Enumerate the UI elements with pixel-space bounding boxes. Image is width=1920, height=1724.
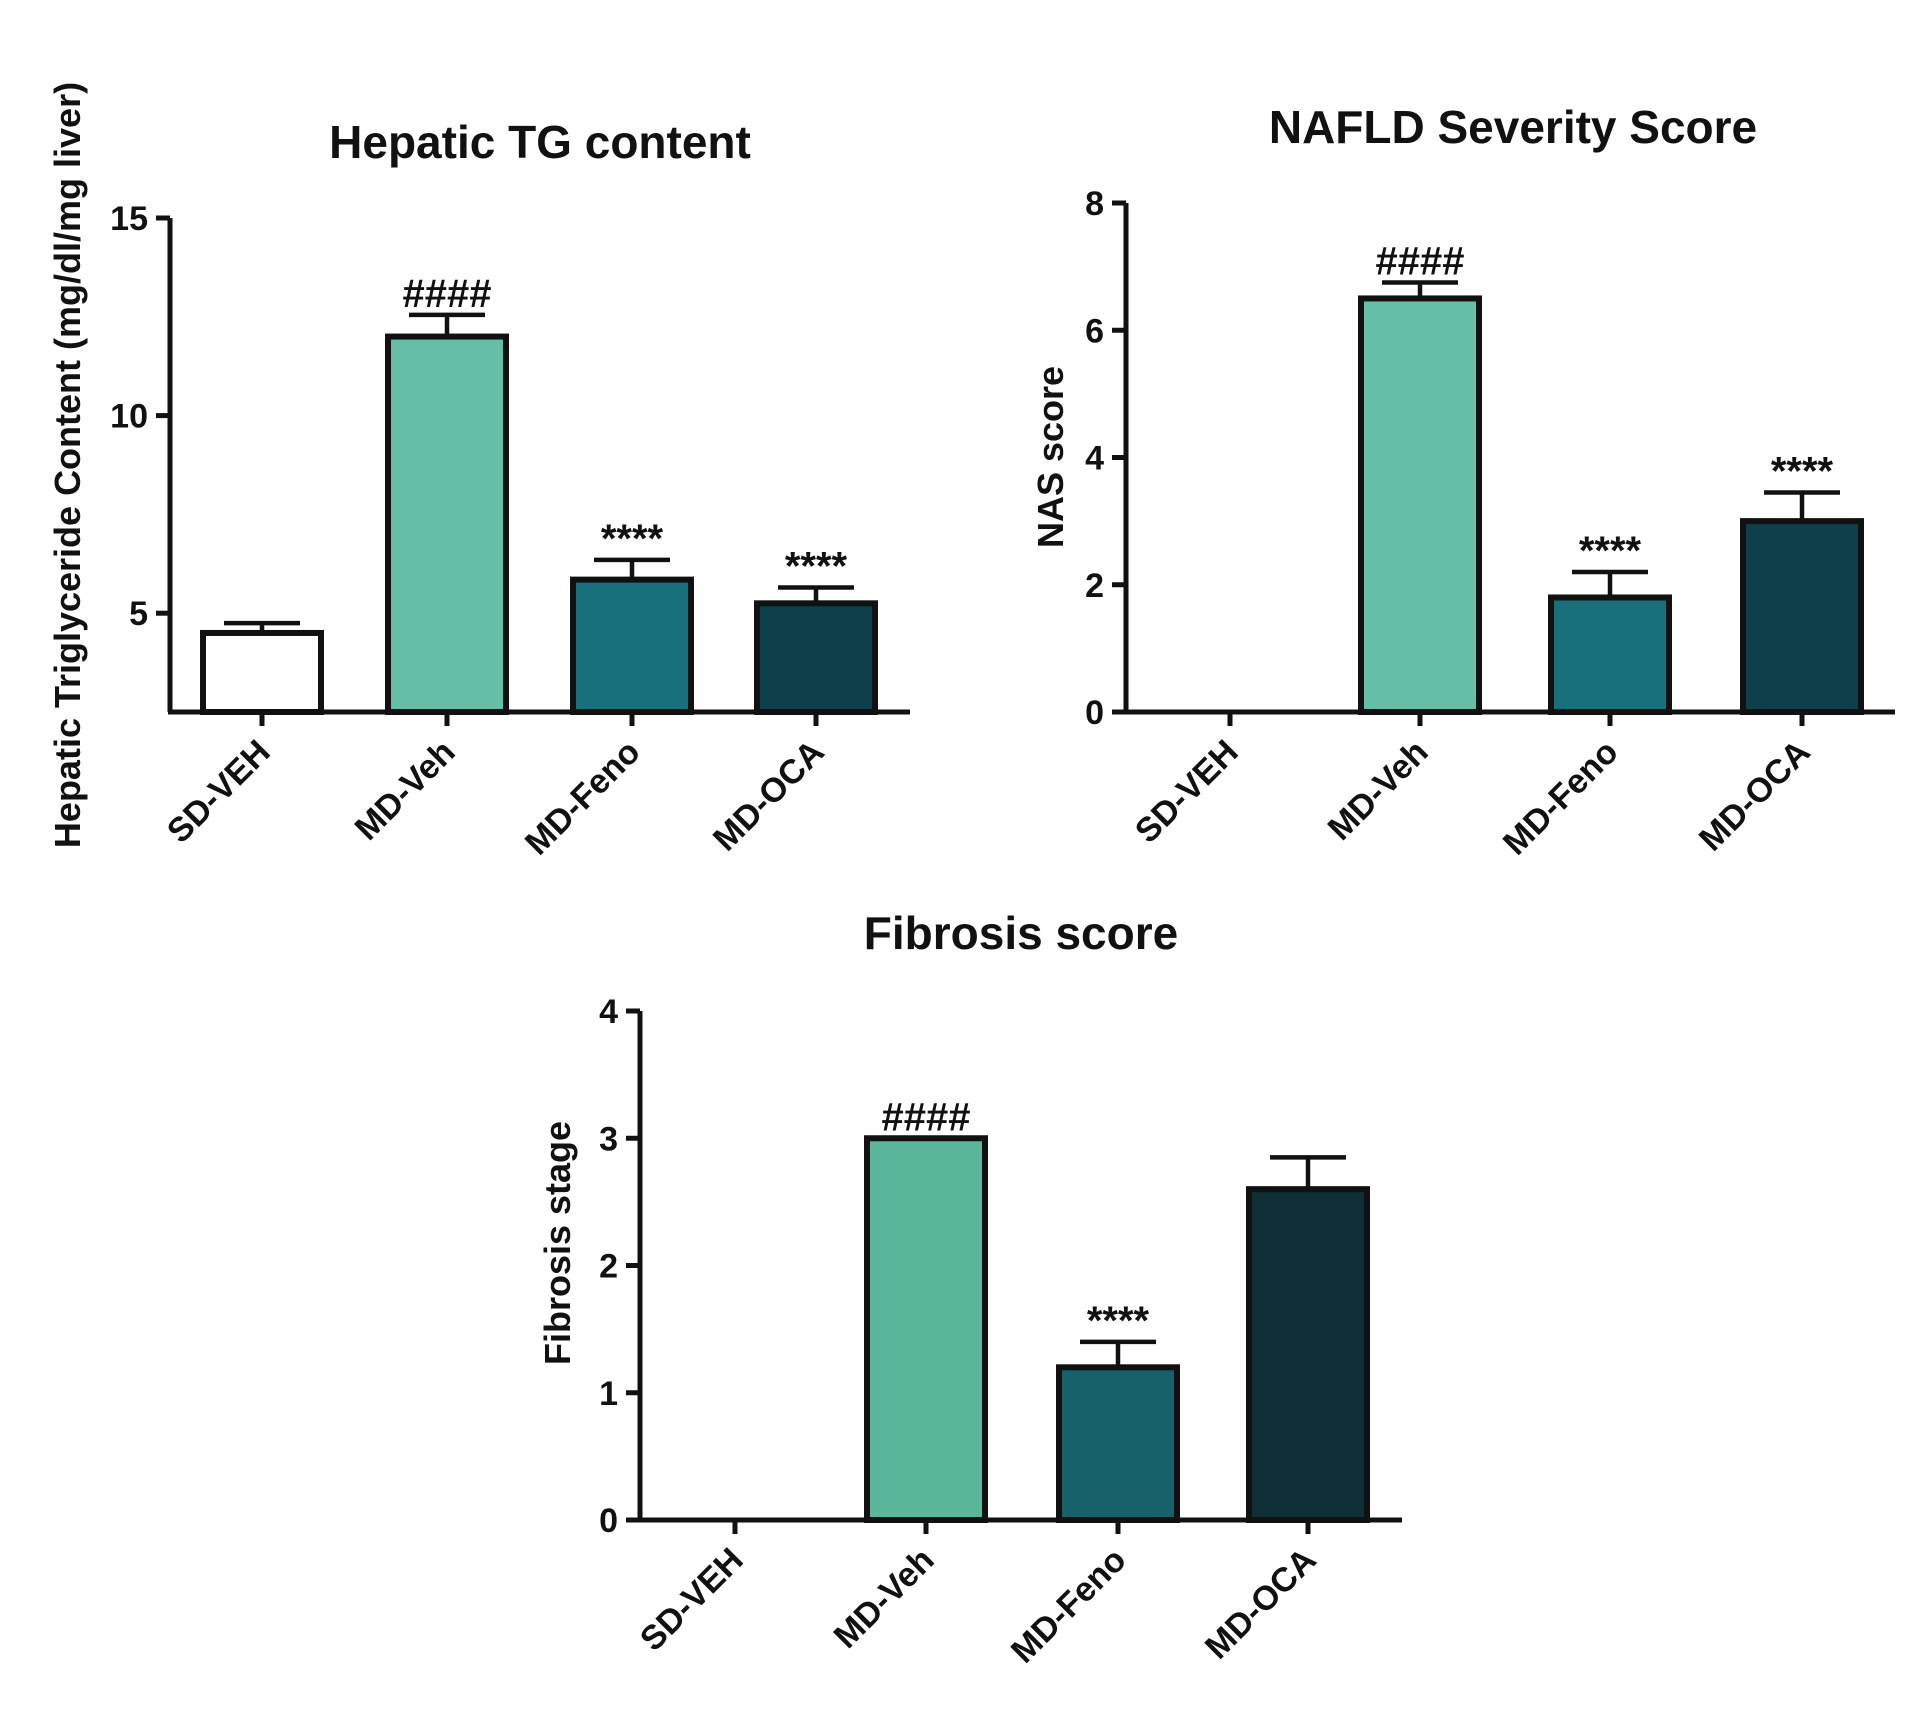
y-axis-label: NAS score: [1030, 366, 1071, 548]
x-tick-label: SD-VEH: [1128, 733, 1246, 851]
y-tick-label: 10: [110, 398, 148, 436]
bar: [1056, 1364, 1180, 1524]
x-tick-label: MD-Feno: [1496, 733, 1626, 863]
y-tick-label: 6: [1085, 312, 1104, 350]
bar: [200, 629, 324, 716]
significance-label: ****: [601, 517, 664, 561]
y-axis-label: Hepatic Triglyceride Content (mg/dl/mg l…: [47, 82, 88, 848]
chart-hepatic-tg: Hepatic TG content Hepatic Triglyceride …: [47, 82, 910, 863]
y-tick-label: 3: [599, 1120, 618, 1158]
chart-nafld-severity: NAFLD Severity Score NAS score 0 2 4 6 8 SD-V…: [1030, 101, 1895, 862]
chart-fibrosis: Fibrosis score Fibrosis stage 0 1 2 3 4 SD-VE…: [537, 907, 1402, 1670]
x-tick-label: SD-VEH: [633, 1541, 751, 1659]
significance-label: ****: [1087, 1299, 1150, 1343]
y-tick-label: 4: [599, 993, 618, 1031]
x-tick-label: MD-Feno: [518, 733, 648, 863]
x-tick-label: MD-Feno: [1004, 1541, 1134, 1671]
x-tick-label: MD-Veh: [827, 1541, 942, 1656]
significance-label: ####: [403, 272, 492, 316]
chart-title: Fibrosis score: [864, 907, 1178, 959]
x-tick-label: MD-Veh: [1321, 733, 1436, 848]
bar: [864, 1135, 988, 1523]
y-tick-label: 15: [110, 200, 148, 238]
chart-title: NAFLD Severity Score: [1269, 101, 1757, 153]
bar: [570, 576, 694, 715]
y-tick-label: 4: [1085, 440, 1104, 478]
x-tick-label: MD-Veh: [348, 733, 463, 848]
x-tick-label: MD-OCA: [1198, 1541, 1324, 1667]
chart-title: Hepatic TG content: [329, 116, 751, 168]
y-axis-label: Fibrosis stage: [537, 1121, 578, 1365]
significance-label: ####: [882, 1095, 971, 1139]
significance-label: ****: [1771, 449, 1834, 493]
y-tick-label: 1: [599, 1375, 618, 1413]
y-tick-label: 2: [599, 1248, 618, 1286]
bar: [1358, 295, 1482, 715]
y-tick-label: 5: [129, 595, 148, 633]
x-tick-label: MD-OCA: [1692, 733, 1818, 859]
bar: [385, 333, 509, 715]
significance-label: ####: [1376, 240, 1465, 284]
bar: [754, 600, 878, 716]
x-tick-label: SD-VEH: [160, 733, 278, 851]
y-tick-label: 2: [1085, 567, 1104, 605]
y-tick-label: 0: [599, 1502, 618, 1540]
x-tick-label: MD-OCA: [706, 733, 832, 859]
significance-label: ****: [1579, 529, 1642, 573]
y-tick-label: 0: [1085, 694, 1104, 732]
bar: [1246, 1186, 1370, 1524]
bar: [1740, 518, 1864, 715]
y-tick-label: 8: [1085, 185, 1104, 223]
significance-label: ****: [785, 545, 848, 589]
bar: [1548, 594, 1672, 715]
